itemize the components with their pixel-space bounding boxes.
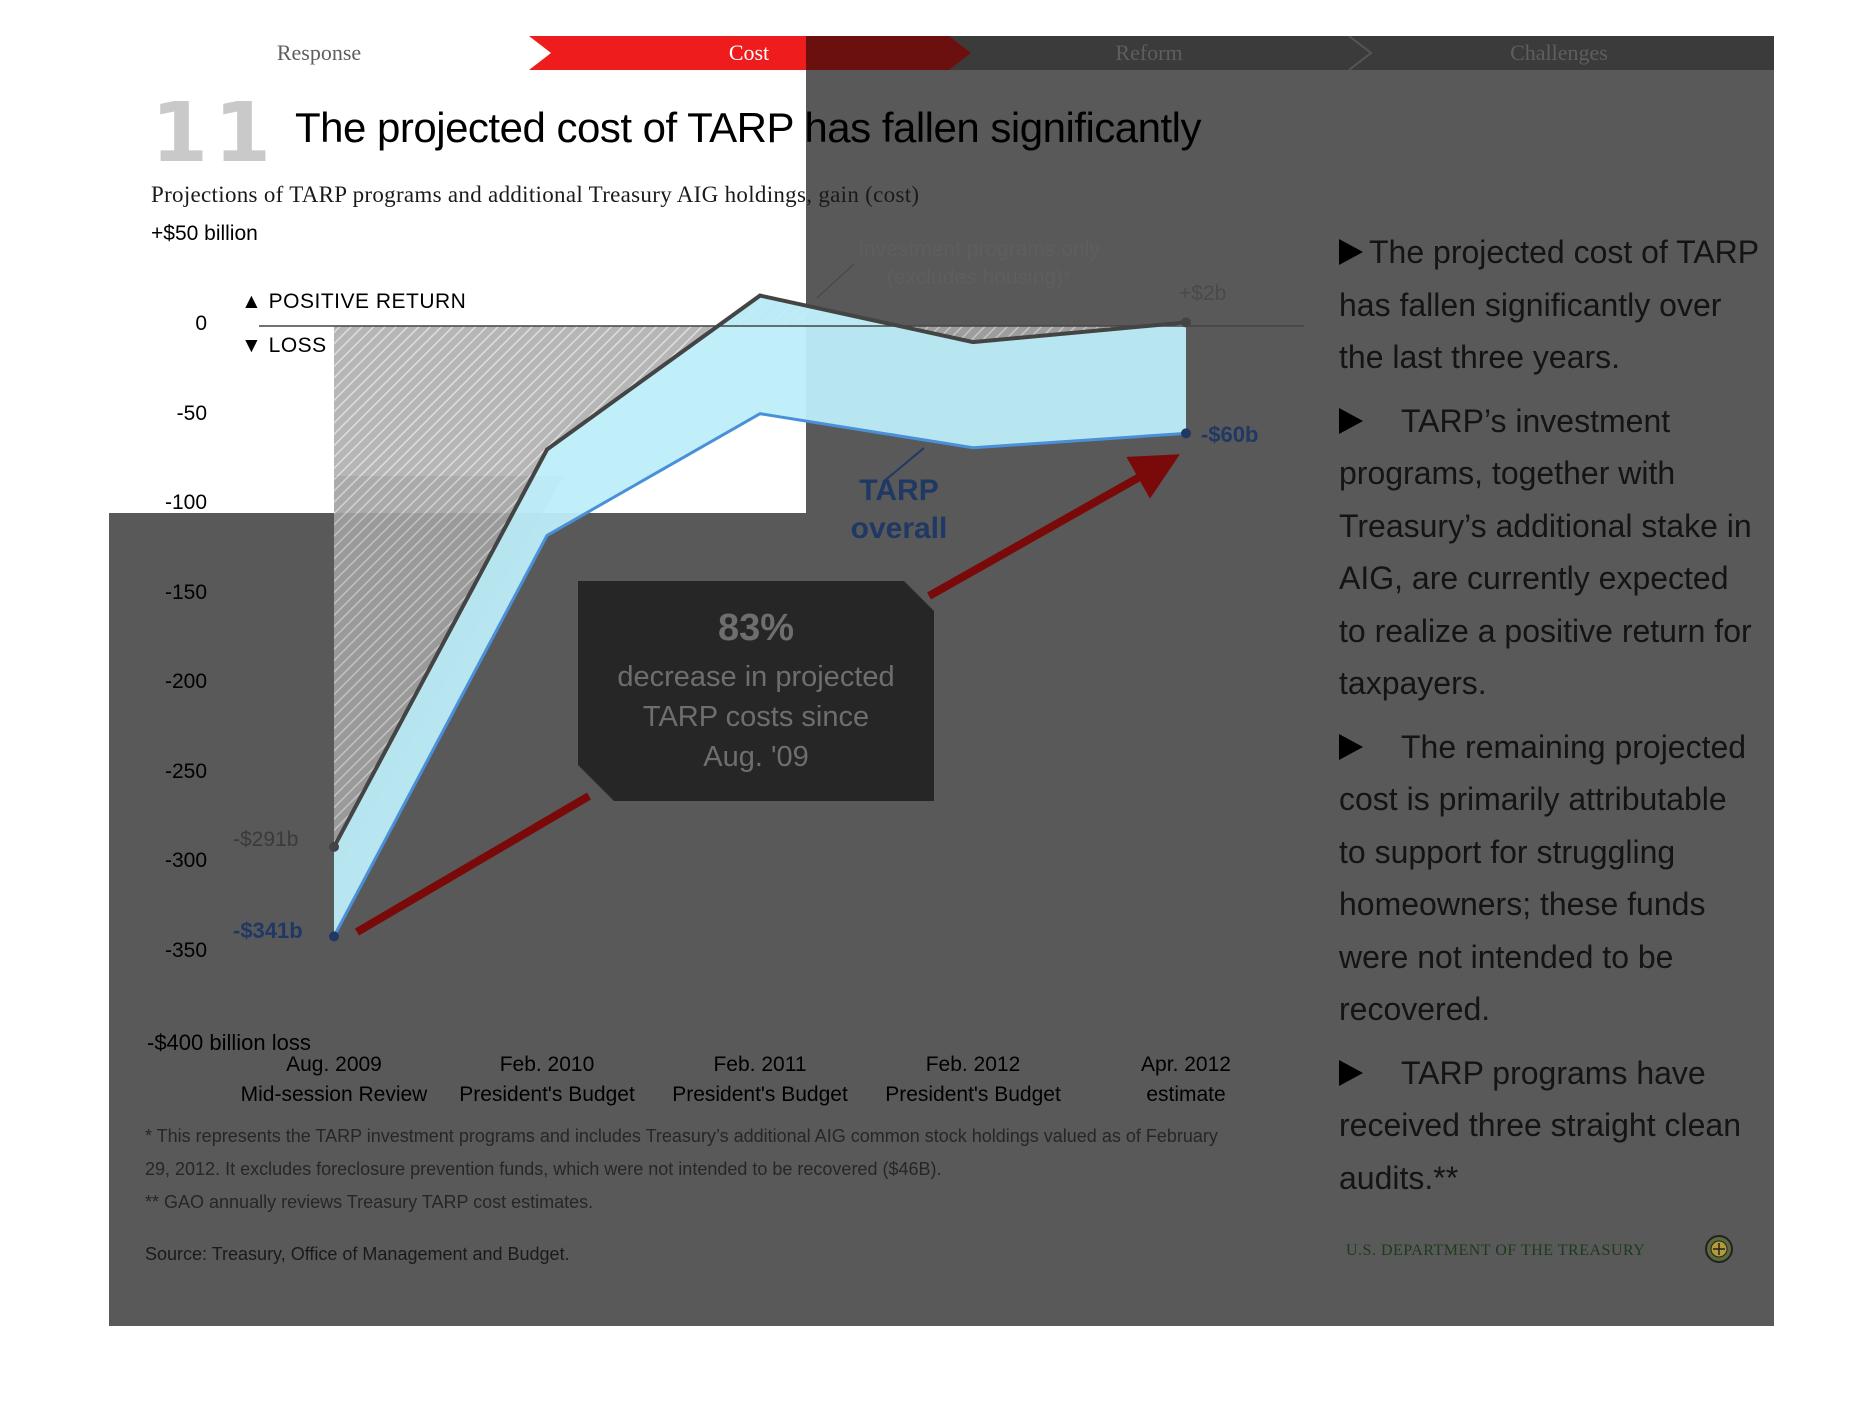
callout-line-1: decrease in projected <box>617 661 895 693</box>
bullet-text: The projected cost of TARP has fallen si… <box>1339 234 1759 375</box>
callout-text: decrease in projected TARP costs since A… <box>578 657 934 777</box>
bullet-text: TARP programs have received three straig… <box>1339 1054 1741 1196</box>
legend-negative-label: LOSS <box>268 334 327 357</box>
housing-band-area <box>334 295 1186 937</box>
x-tick-label: Feb. 2011 President's Budget <box>665 1050 855 1110</box>
series-label-overall-1: TARP <box>859 474 939 507</box>
y-tick-label: -100 <box>164 491 207 514</box>
triangle-up-icon: ▲ <box>241 290 263 313</box>
data-label-overall-start: -$341b <box>233 918 303 943</box>
footnote-1: * This represents the TARP investment pr… <box>145 1126 1218 1146</box>
callout-box: 83% decrease in projected TARP costs sin… <box>578 581 934 801</box>
x-tick-line: estimate <box>1146 1083 1226 1106</box>
footnote-2: 29, 2012. It excludes foreclosure preven… <box>145 1159 942 1179</box>
nav-tab-challenges[interactable]: Challenges <box>1510 40 1608 65</box>
y-tick-label: -200 <box>164 670 207 693</box>
series-line-overall <box>332 412 1187 938</box>
bullet-item: The projected cost of TARP has fallen si… <box>1339 226 1759 384</box>
y-axis-top-label: +$50 billion <box>151 222 258 245</box>
trend-arrow-segment-1 <box>354 792 592 936</box>
y-axis-bottom-label: -$400 billion loss <box>147 1030 311 1055</box>
point-overall-start <box>329 931 339 942</box>
triangle-down-icon: ▼ <box>241 334 263 357</box>
nav-tab-reform[interactable]: Reform <box>1115 40 1183 65</box>
bullet-item: TARP programs have received three straig… <box>1339 1047 1759 1205</box>
investment-area <box>334 295 1186 847</box>
nav-active-chevron-shadow <box>806 36 971 70</box>
nav-tab-cost[interactable]: Cost <box>728 40 770 65</box>
legend-positive: ▲ POSITIVE RETURN <box>241 290 466 314</box>
x-tick-line: Feb. 2012 <box>925 1053 1021 1076</box>
y-tick-label: -250 <box>164 759 207 783</box>
source-note: Source: Treasury, Office of Management a… <box>145 1244 570 1264</box>
callout-shape <box>578 581 934 801</box>
x-tick-label: Feb. 2010 President's Budget <box>452 1050 642 1110</box>
x-tick-line: President's Budget <box>672 1083 848 1106</box>
callout-line-3: Aug. '09 <box>703 741 809 773</box>
legend-positive-label: POSITIVE RETURN <box>268 290 467 313</box>
treasury-seal-icon <box>1705 1235 1733 1263</box>
series-label-investment: Investment programs only (excludes housi… <box>858 238 1100 289</box>
bullet-item: TARP’s investment programs, together wit… <box>1339 395 1759 710</box>
slide-number: 11 <box>151 86 278 181</box>
white-title-panel <box>109 36 806 313</box>
bullet-list: The projected cost of TARP has fallen si… <box>1339 226 1759 1215</box>
leader-investment <box>816 263 855 299</box>
y-tick-label: -50 <box>176 401 207 425</box>
y-tick-label: 0 <box>195 312 207 335</box>
treasury-wordmark: U.S. DEPARTMENT OF THE TREASURY <box>1346 1242 1646 1259</box>
data-label-invest-start: -$291b <box>233 828 299 851</box>
data-label-invest-end: +$2b <box>1179 282 1227 305</box>
series-line-investment <box>332 293 1187 848</box>
x-tick-line: Aug. 2009 <box>286 1053 382 1076</box>
play-triangle-icon <box>1339 239 1363 265</box>
leader-overall <box>882 447 925 483</box>
y-tick-label: -350 <box>164 938 207 962</box>
x-tick-line: Mid-session Review <box>240 1083 428 1106</box>
chart-subtitle: Projections of TARP programs and additio… <box>151 182 920 207</box>
series-label-overall-2: overall <box>850 512 948 545</box>
x-tick-line: President's Budget <box>885 1083 1061 1106</box>
play-triangle-icon <box>1339 407 1363 434</box>
play-triangle-icon <box>1339 1059 1363 1086</box>
y-tick-label: -150 <box>164 580 207 604</box>
x-tick-label: Apr. 2012 estimate <box>1091 1050 1281 1110</box>
point-investment-start <box>329 841 339 852</box>
nav-divider <box>1348 36 1373 70</box>
bullet-text: TARP’s investment programs, together wit… <box>1339 402 1752 702</box>
point-overall-end <box>1181 428 1191 439</box>
x-tick-label: Feb. 2012 President's Budget <box>878 1050 1068 1110</box>
x-tick-line: President's Budget <box>459 1083 635 1106</box>
x-tick-line: Feb. 2011 <box>713 1053 807 1076</box>
nav-tab-response[interactable]: Response <box>276 40 362 65</box>
trend-arrow-segment-2 <box>927 454 1180 600</box>
chart-plot <box>259 263 1304 942</box>
data-label-overall-end: -$60b <box>1201 422 1259 447</box>
play-triangle-icon <box>1339 733 1363 760</box>
y-tick-label: -300 <box>164 849 207 872</box>
callout-line-2: TARP costs since <box>642 701 870 733</box>
nav-arrows <box>529 36 1373 70</box>
callout-percent: 83% <box>717 607 795 649</box>
nav-bar: Response Cost Reform Challenges <box>109 36 1774 70</box>
footnote-3: ** GAO annually reviews Treasury TARP co… <box>145 1192 594 1212</box>
bullet-text: The remaining projected cost is primaril… <box>1339 728 1747 1028</box>
x-tick-line: Apr. 2012 <box>1141 1053 1231 1076</box>
slide-title: The projected cost of TARP has fallen si… <box>295 104 1202 151</box>
slide: Response Cost Reform Challenges 11 The p… <box>109 36 1774 1326</box>
x-tick-label: Aug. 2009 Mid-session Review <box>239 1050 429 1110</box>
legend-negative: ▼ LOSS <box>241 334 327 358</box>
x-tick-line: Feb. 2010 <box>499 1053 595 1076</box>
footnotes: * This represents the TARP investment pr… <box>145 1120 1345 1219</box>
bullet-item: The remaining projected cost is primaril… <box>1339 721 1759 1036</box>
point-investment-end <box>1181 317 1191 328</box>
